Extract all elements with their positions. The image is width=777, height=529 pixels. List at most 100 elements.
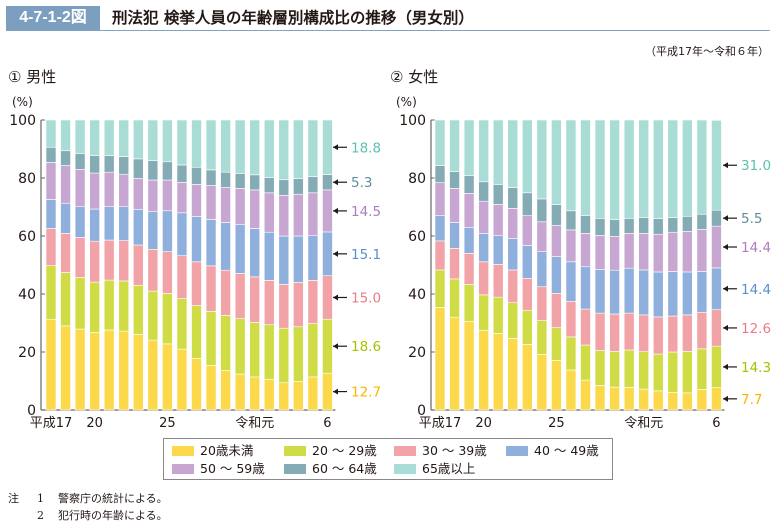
bar-segment-30s xyxy=(536,286,548,321)
bar-segment-65plus xyxy=(278,119,290,181)
bar-segment-40s xyxy=(293,235,304,283)
bar-segment-20s xyxy=(60,272,71,327)
bar-segment-under20 xyxy=(623,387,635,411)
y-tick-label: 100 xyxy=(399,113,426,129)
bar-segment-under20 xyxy=(220,369,231,411)
bar-segment-20s xyxy=(234,318,246,375)
bar-segment-30s xyxy=(147,249,159,292)
bar-segment-60-64 xyxy=(103,155,115,173)
bar-segment-40s xyxy=(463,227,475,254)
legend-swatch xyxy=(394,445,416,456)
legend-item-65plus: 65歳以上 xyxy=(394,460,475,478)
arrow-head-icon xyxy=(723,162,728,169)
bar-segment-20s xyxy=(278,327,290,384)
bar-segment-20s xyxy=(249,322,260,378)
x-tick-label: 25 xyxy=(159,416,176,431)
x-tick-label: 20 xyxy=(475,416,492,431)
bar-segment-20s xyxy=(74,277,86,330)
bar-segment-50s xyxy=(249,189,260,229)
y-tick-label: 20 xyxy=(18,345,36,361)
bar-segment-50s xyxy=(45,162,57,200)
bar-segment-20s xyxy=(623,349,635,388)
bar-5 xyxy=(307,119,319,411)
bar-segment-65plus xyxy=(594,119,606,219)
bar-segment-65plus xyxy=(521,119,533,194)
bar-segment-50s xyxy=(278,195,290,237)
bar-segment-40s xyxy=(263,231,275,281)
y-tick-label: 60 xyxy=(18,229,36,245)
bar-segment-20s xyxy=(682,351,693,394)
bar-segment-65plus xyxy=(147,119,159,161)
bar-segment-65plus xyxy=(551,119,562,205)
legend-swatch xyxy=(506,445,528,456)
bar-segment-50s xyxy=(103,171,115,208)
bar-segment-30s xyxy=(565,301,577,338)
bar-segment-20s xyxy=(507,302,519,339)
bar-segment-30s xyxy=(162,251,173,294)
bar-segment-under20 xyxy=(667,392,679,411)
bar-segment-50s xyxy=(434,182,446,217)
bar-6 xyxy=(711,119,722,411)
x-tick-label: 平成17 xyxy=(30,416,73,431)
arrow-head-icon xyxy=(333,144,338,151)
bar-6 xyxy=(322,119,333,411)
male-chart-title: ① 男性 xyxy=(8,68,57,86)
bar-segment-60-64 xyxy=(652,218,664,235)
bar-segment-65plus xyxy=(478,119,489,183)
bar-segment-under20 xyxy=(492,333,504,411)
bar-segment-60-64 xyxy=(623,218,635,234)
y-tick-label: 60 xyxy=(408,229,426,245)
note-1: 注 1 警察庁の統計による。 xyxy=(8,492,168,505)
bar-segment-under20 xyxy=(434,307,446,411)
bar-segment-40s xyxy=(191,216,202,263)
bar-平成17 xyxy=(434,119,446,411)
bar-25 xyxy=(162,119,173,411)
bar-segment-30s xyxy=(60,233,71,273)
bar-segment-20s xyxy=(667,351,679,393)
bar-segment-under20 xyxy=(176,348,188,411)
bar-segment-50s xyxy=(609,235,620,271)
bar-segment-50s xyxy=(711,225,722,269)
bar-24 xyxy=(147,119,159,411)
bar-2 xyxy=(652,119,664,411)
bar-segment-60-64 xyxy=(45,146,57,163)
bar-segment-60-64 xyxy=(696,213,708,230)
female-y-unit: (%) xyxy=(396,95,417,109)
bar-segment-30s xyxy=(594,312,606,351)
bar-segment-40s xyxy=(565,261,577,302)
bar-segment-under20 xyxy=(147,339,159,411)
bar-segment-40s xyxy=(278,235,290,285)
bar-19 xyxy=(463,119,475,411)
bar-segment-under20 xyxy=(162,343,173,411)
bar-segment-50s xyxy=(220,186,231,223)
bar-segment-65plus xyxy=(492,119,504,185)
bar-segment-65plus xyxy=(565,119,577,212)
bar-segment-under20 xyxy=(191,358,202,411)
bar-23 xyxy=(521,119,533,411)
bar-segment-20s xyxy=(307,323,319,378)
bar-segment-50s xyxy=(162,179,173,212)
bar-segment-65plus xyxy=(220,119,231,173)
bar-令和元 xyxy=(638,119,650,411)
bar-segment-50s xyxy=(580,233,591,268)
bar-segment-60-64 xyxy=(162,161,173,181)
bar-segment-30s xyxy=(234,273,246,319)
bar-segment-40s xyxy=(580,266,591,310)
bar-segment-60-64 xyxy=(638,217,650,234)
bar-segment-50s xyxy=(307,192,319,237)
bar-20 xyxy=(478,119,489,411)
bar-segment-40s xyxy=(103,206,115,241)
bar-28 xyxy=(594,119,606,411)
bar-27 xyxy=(191,119,202,411)
bar-segment-65plus xyxy=(293,119,304,179)
bar-segment-50s xyxy=(667,231,679,272)
bar-segment-40s xyxy=(60,202,71,234)
bar-segment-30s xyxy=(463,253,475,285)
arrow-head-icon xyxy=(723,244,728,251)
bar-29 xyxy=(220,119,231,411)
bar-segment-40s xyxy=(682,271,693,316)
arrow-head-icon xyxy=(723,324,728,331)
bar-segment-60-64 xyxy=(594,218,606,236)
bar-segment-60-64 xyxy=(74,153,86,170)
bar-segment-60-64 xyxy=(463,175,475,194)
